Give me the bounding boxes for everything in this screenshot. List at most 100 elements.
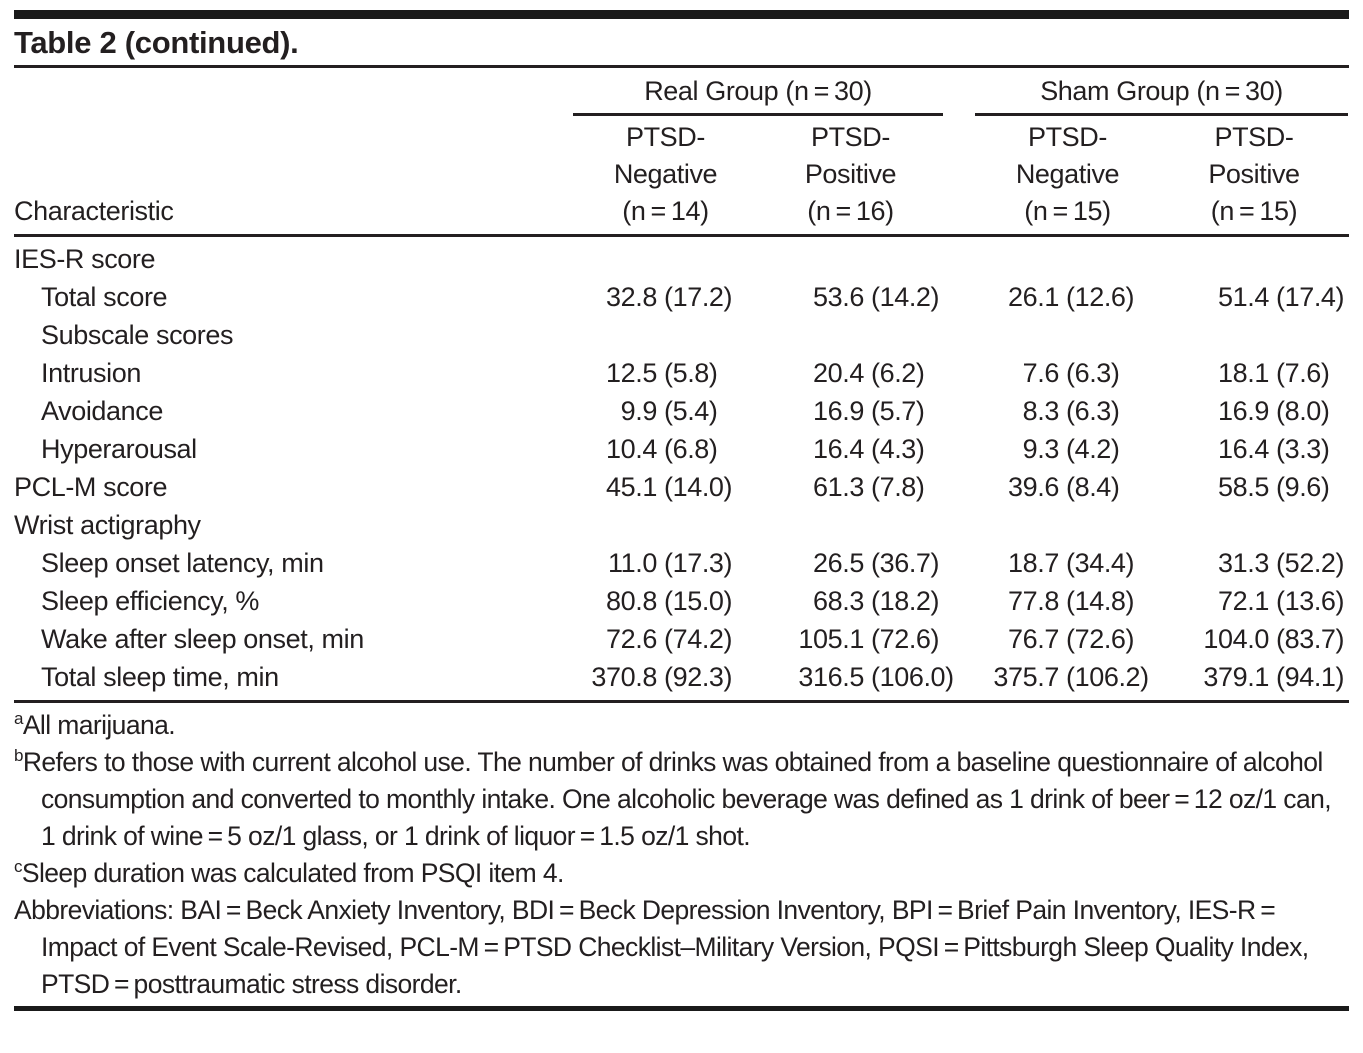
column-header-sham-ptsd-positive: PTSD- Positive (n = 15) bbox=[1208, 122, 1300, 226]
sd-value: (106.2) bbox=[1066, 662, 1149, 692]
footnote-b: bRefers to those with current alcohol us… bbox=[14, 744, 1349, 855]
sd-value: (106.0) bbox=[871, 662, 954, 692]
cell-real-ptsd-negative: 11.0 (17.3) bbox=[573, 544, 758, 582]
table-header: Real Group (n = 30) Sham Group (n = 30) … bbox=[14, 68, 1349, 237]
mean-value: 72.6 bbox=[606, 624, 657, 654]
group-header-row: Real Group (n = 30) Sham Group (n = 30) bbox=[14, 71, 1349, 116]
column-header-real-ptsd-negative: PTSD- Negative (n = 14) bbox=[613, 122, 718, 226]
sd-value: (14.0) bbox=[664, 472, 733, 502]
abbreviations-note: Abbreviations: BAI = Beck Anxiety Invent… bbox=[14, 892, 1349, 1003]
sd-value: (6.3) bbox=[1066, 358, 1120, 388]
cell-real-ptsd-negative: 12.5 (5.8) bbox=[573, 354, 758, 392]
footnote-a: aAll marijuana. bbox=[14, 707, 1349, 744]
mean-value: 7.6 bbox=[1022, 358, 1060, 388]
table-row: Total score 32.8 (17.2) 53.6 (14.2) 26.1 (1… bbox=[14, 278, 1349, 316]
sd-value: (12.6) bbox=[1066, 282, 1135, 312]
mean-value: 58.5 bbox=[1218, 472, 1269, 502]
row-label: IES-R score bbox=[14, 244, 156, 274]
mean-value: 10.4 bbox=[606, 434, 657, 464]
row-label: Total score bbox=[41, 282, 168, 312]
row-label: Avoidance bbox=[41, 396, 164, 426]
mean-value: 9.3 bbox=[1022, 434, 1060, 464]
cell-sham-ptsd-positive: 58.5 (9.6) bbox=[1160, 468, 1348, 506]
mean-value: 77.8 bbox=[1008, 586, 1059, 616]
row-label: Subscale scores bbox=[41, 320, 234, 350]
mean-value: 51.4 bbox=[1218, 282, 1269, 312]
sd-value: (5.8) bbox=[664, 358, 718, 388]
mean-value: 26.1 bbox=[1008, 282, 1059, 312]
mean-value: 45.1 bbox=[606, 472, 657, 502]
cell-real-ptsd-positive: 61.3 (7.8) bbox=[758, 468, 943, 506]
mean-value: 16.9 bbox=[813, 396, 864, 426]
sd-value: (83.7) bbox=[1276, 624, 1345, 654]
cell-real-ptsd-positive: 68.3 (18.2) bbox=[758, 582, 943, 620]
table-row: Intrusion 12.5 (5.8) 20.4 (6.2) 7.6 (6.3) 1… bbox=[14, 354, 1349, 392]
cell-sham-ptsd-positive: 379.1 (94.1) bbox=[1160, 658, 1348, 696]
column-header-sham-ptsd-negative: PTSD- Negative (n = 15) bbox=[1015, 122, 1120, 226]
sd-value: (52.2) bbox=[1276, 548, 1345, 578]
sd-value: (18.2) bbox=[871, 586, 940, 616]
row-label: Wrist actigraphy bbox=[14, 510, 201, 540]
footnote-text: Refers to those with current alcohol use… bbox=[22, 747, 1332, 851]
sd-value: (34.4) bbox=[1066, 548, 1135, 578]
cell-sham-ptsd-positive: 16.9 (8.0) bbox=[1160, 392, 1348, 430]
cell-real-ptsd-negative: 45.1 (14.0) bbox=[573, 468, 758, 506]
cell-real-ptsd-negative: 32.8 (17.2) bbox=[573, 278, 758, 316]
table-row: Avoidance 9.9 (5.4) 16.9 (5.7) 8.3 (6.3) 16… bbox=[14, 392, 1349, 430]
mean-value: 16.9 bbox=[1218, 396, 1269, 426]
table-row: Subscale scores bbox=[14, 316, 1349, 354]
cell-real-ptsd-positive: 105.1 (72.6) bbox=[758, 620, 943, 658]
sd-value: (17.2) bbox=[664, 282, 733, 312]
table-row: Sleep onset latency, min 11.0 (17.3) 26.5… bbox=[14, 544, 1349, 582]
table-row: PCL-M score 45.1 (14.0) 61.3 (7.8) 39.6 (8.… bbox=[14, 468, 1349, 506]
cell-real-ptsd-negative: 80.8 (15.0) bbox=[573, 582, 758, 620]
sd-value: (5.7) bbox=[871, 396, 925, 426]
row-label: Sleep efficiency, % bbox=[41, 586, 260, 616]
footnote-c: cSleep duration was calculated from PSQI… bbox=[14, 855, 1349, 892]
table-row: Total sleep time, min 370.8 (92.3) 316.5(… bbox=[14, 658, 1349, 696]
sd-value: (4.2) bbox=[1066, 434, 1120, 464]
sd-value: (17.3) bbox=[664, 548, 733, 578]
cell-sham-ptsd-negative: 39.6 (8.4) bbox=[975, 468, 1160, 506]
mean-value: 39.6 bbox=[1008, 472, 1059, 502]
cell-real-ptsd-positive: 316.5 (106.0) bbox=[758, 658, 954, 696]
sd-value: (9.6) bbox=[1276, 472, 1330, 502]
sd-value: (72.6) bbox=[1066, 624, 1135, 654]
row-label: PCL-M score bbox=[14, 472, 168, 502]
sd-value: (7.6) bbox=[1276, 358, 1330, 388]
mean-value: 16.4 bbox=[813, 434, 864, 464]
row-label: Total sleep time, min bbox=[41, 662, 279, 692]
mean-value: 316.5 bbox=[798, 662, 864, 692]
cell-real-ptsd-negative: 72.6 (74.2) bbox=[573, 620, 758, 658]
title-rule bbox=[14, 65, 1349, 68]
sd-value: (92.3) bbox=[664, 662, 733, 692]
sd-value: (7.8) bbox=[871, 472, 925, 502]
top-rule bbox=[14, 10, 1349, 19]
table-row: Wake after sleep onset, min 72.6 (74.2) 1… bbox=[14, 620, 1349, 658]
mean-value: 11.0 bbox=[608, 548, 657, 578]
cell-sham-ptsd-positive: 51.4 (17.4) bbox=[1160, 278, 1348, 316]
row-label: Sleep onset latency, min bbox=[41, 548, 324, 578]
cell-sham-ptsd-positive: 104.0 (83.7) bbox=[1160, 620, 1348, 658]
mean-value: 32.8 bbox=[606, 282, 657, 312]
cell-sham-ptsd-negative: 7.6 (6.3) bbox=[975, 354, 1160, 392]
cell-real-ptsd-negative: 370.8 (92.3) bbox=[573, 658, 758, 696]
mean-value: 20.4 bbox=[813, 358, 864, 388]
bottom-rule bbox=[14, 1006, 1349, 1011]
mean-value: 26.5 bbox=[813, 548, 864, 578]
sd-value: (8.0) bbox=[1276, 396, 1330, 426]
cell-real-ptsd-positive: 20.4 (6.2) bbox=[758, 354, 943, 392]
footnote-text: Sleep duration was calculated from PSQI … bbox=[21, 858, 564, 888]
mean-value: 31.3 bbox=[1218, 548, 1269, 578]
characteristic-column-header: Characteristic bbox=[14, 196, 174, 226]
sd-value: (6.8) bbox=[664, 434, 718, 464]
cell-sham-ptsd-positive: 31.3 (52.2) bbox=[1160, 544, 1348, 582]
mean-value: 76.7 bbox=[1008, 624, 1059, 654]
mean-value: 375.7 bbox=[993, 662, 1059, 692]
table-page: Table 2 (continued). Real Group (n = 30)… bbox=[14, 10, 1349, 1011]
sd-value: (72.6) bbox=[871, 624, 940, 654]
cell-real-ptsd-positive: 16.4 (4.3) bbox=[758, 430, 943, 468]
sd-value: (4.3) bbox=[871, 434, 925, 464]
mean-value: 68.3 bbox=[813, 586, 864, 616]
group-header-sham: Sham Group (n = 30) bbox=[975, 71, 1348, 116]
